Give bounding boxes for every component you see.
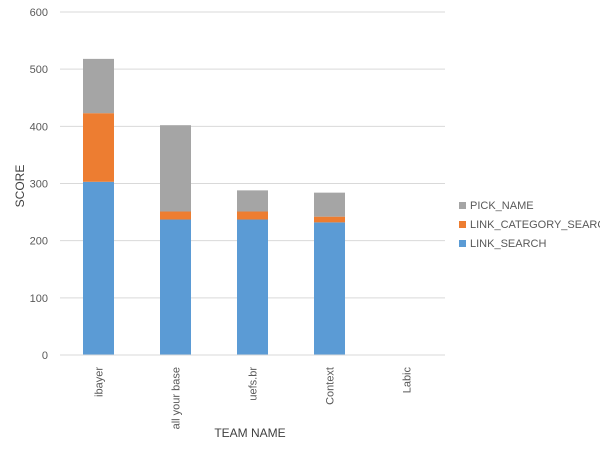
bar-segment-pick-name [83, 58, 114, 114]
x-tick-label: uefs.br [248, 367, 260, 401]
bar-segment-link-search [314, 222, 345, 355]
x-axis-ticks: ibayer all your base uefs.br Context Labic [94, 367, 414, 430]
x-tick-label: Labic [402, 367, 414, 394]
bar-segment-pick-name [237, 190, 268, 212]
legend-entry: LINK_CATEGORY_SEARCH [470, 219, 600, 231]
legend-swatch [459, 221, 466, 228]
bar-segment-link-search [237, 219, 268, 355]
x-tick-label: ibayer [94, 367, 106, 397]
y-tick-label: 200 [30, 236, 48, 248]
y-tick-label: 500 [30, 64, 48, 76]
legend-swatch [459, 202, 466, 209]
y-tick-label: 300 [30, 179, 48, 191]
legend-entry: PICK_NAME [470, 200, 534, 212]
bar-segment-pick-name [160, 125, 191, 212]
y-tick-label: 400 [30, 121, 48, 133]
y-axis-ticks: 0 100 200 300 400 500 600 [30, 7, 48, 362]
x-axis-title: TEAM NAME [214, 426, 285, 440]
legend-entry: LINK_SEARCH [470, 238, 546, 250]
bar-segment-link-category-search [314, 216, 345, 223]
x-tick-label: Context [325, 367, 337, 405]
x-tick-label: all your base [171, 367, 183, 429]
legend-swatch [459, 240, 466, 247]
bar-segment-link-search [83, 181, 114, 355]
bar-segment-pick-name [314, 192, 345, 217]
y-axis-title: SCORE [13, 165, 27, 208]
bar-segment-link-category-search [83, 113, 114, 182]
bars [60, 58, 445, 356]
bar-segment-link-category-search [237, 211, 268, 220]
bar-segment-link-search [160, 219, 191, 355]
legend: PICK_NAME LINK_CATEGORY_SEARCH LINK_SEARCH [459, 200, 600, 250]
y-tick-label: 600 [30, 7, 48, 19]
y-tick-label: 100 [30, 293, 48, 305]
bar-segment-link-category-search [160, 211, 191, 220]
y-tick-label: 0 [42, 350, 48, 362]
